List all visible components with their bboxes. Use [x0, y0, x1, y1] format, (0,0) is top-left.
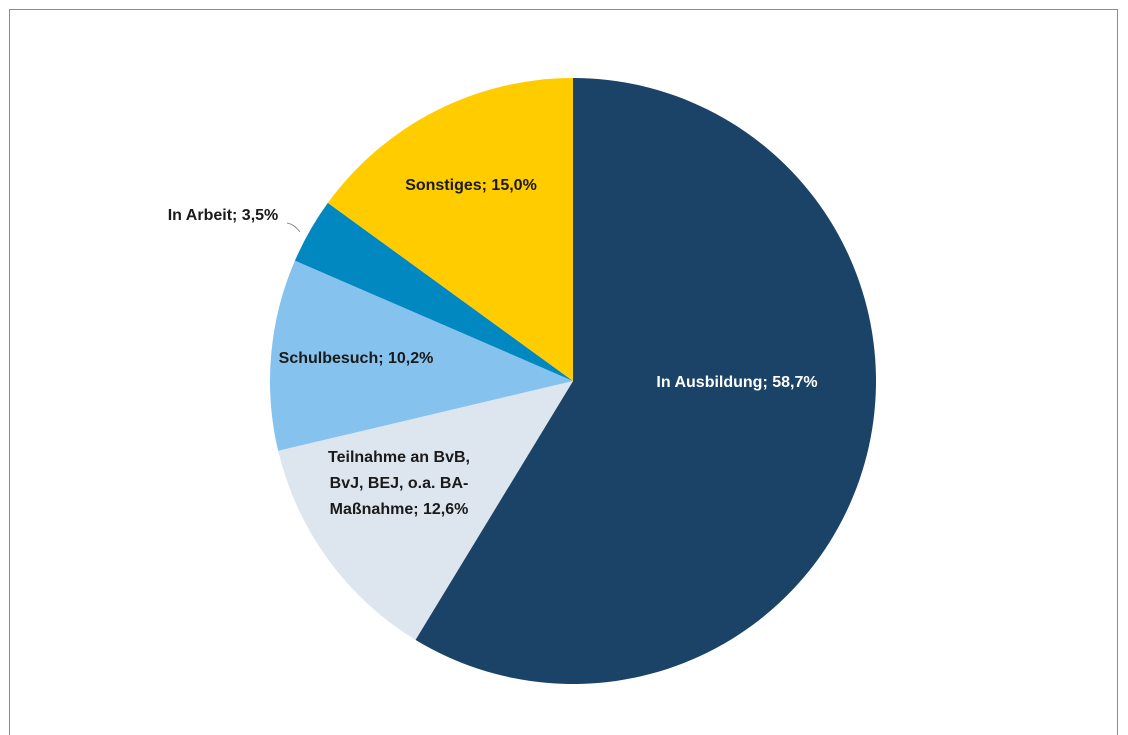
slice — [415, 78, 877, 685]
slice — [270, 260, 573, 451]
data-label: Maßnahme; 12,6% — [330, 501, 469, 518]
leader-line — [286, 222, 301, 233]
slice — [294, 202, 573, 381]
data-label: BvJ, BEJ, o.a. BA- — [330, 475, 469, 492]
data-label: Schulbesuch; 10,2% — [279, 350, 434, 367]
pie — [270, 78, 877, 685]
data-label: Teilnahme an BvB, — [328, 449, 470, 466]
data-label: Sonstiges; 15,0% — [405, 177, 537, 194]
data-label: In Arbeit; 3,5% — [168, 207, 279, 224]
slice — [327, 78, 573, 381]
labels: In Ausbildung; 58,7% Teilnahme an BvB, BvJ… — [168, 177, 818, 518]
slice — [278, 381, 573, 640]
data-label: In Ausbildung; 58,7% — [656, 374, 817, 391]
